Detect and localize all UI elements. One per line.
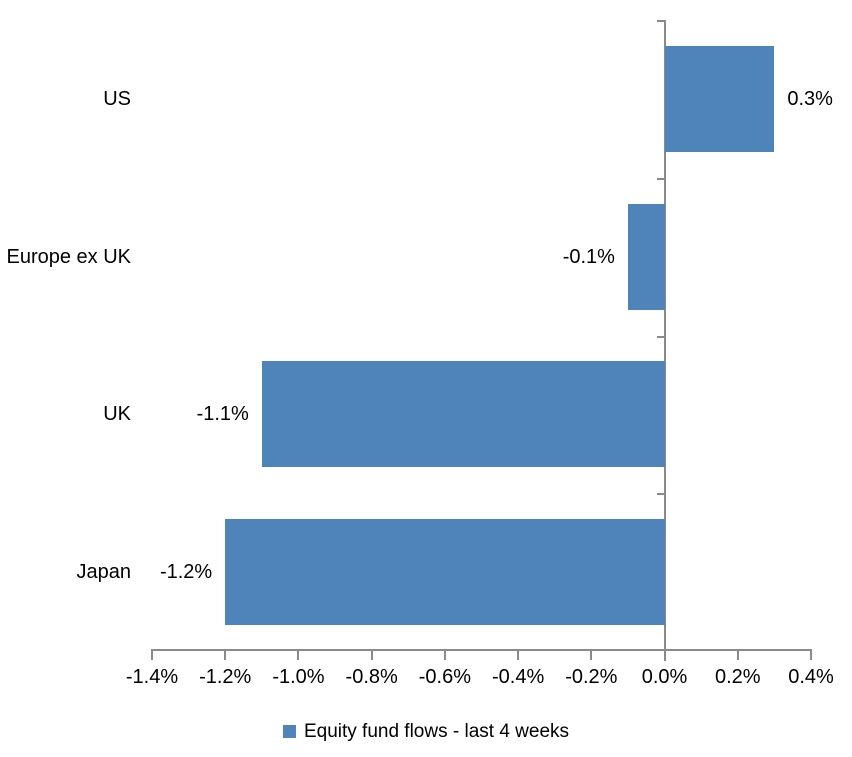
x-axis-tick-label: -0.2%: [565, 666, 618, 688]
x-axis-tick: [810, 649, 812, 660]
x-axis-tick-label: 0.0%: [641, 666, 688, 688]
bar-uk: [261, 361, 665, 468]
x-axis-tick-label: 0.2%: [714, 666, 761, 688]
category-label-japan: Japan: [76, 561, 132, 584]
x-axis-tick: [664, 649, 666, 660]
x-axis-tick-label: -1.0%: [272, 666, 325, 688]
x-axis-line: [151, 649, 812, 651]
x-axis-tick-label: -0.6%: [418, 666, 471, 688]
y-axis-line: [664, 20, 666, 661]
legend-swatch-icon: [282, 725, 296, 738]
legend: Equity fund flows - last 4 weeks: [282, 721, 570, 742]
legend-label: Equity fund flows - last 4 weeks: [303, 721, 570, 742]
category-label-us: US: [103, 87, 131, 110]
x-axis-tick: [297, 649, 299, 660]
y-axis-tick: [657, 493, 665, 495]
x-axis-tick-label: -0.8%: [345, 666, 398, 688]
x-axis-tick: [151, 649, 153, 660]
x-axis-tick: [590, 649, 592, 660]
bar-us: [664, 45, 775, 152]
x-axis-tick-label: 0.4%: [788, 666, 834, 688]
x-axis-tick-label: -1.4%: [125, 666, 179, 688]
bar-japan: [225, 519, 665, 626]
bar-europe-ex-uk: [627, 203, 665, 310]
x-axis-tick: [517, 649, 519, 660]
value-label-us: 0.3%: [787, 87, 833, 110]
y-axis-tick: [657, 20, 665, 22]
category-label-uk: UK: [103, 403, 131, 426]
category-label-europe-ex-uk: Europe ex UK: [6, 245, 131, 268]
value-label-japan: -1.2%: [159, 561, 213, 584]
x-axis-tick: [444, 649, 446, 660]
y-axis-tick: [657, 178, 665, 180]
x-axis-tick-label: -0.4%: [491, 666, 545, 688]
value-label-europe-ex-uk: -0.1%: [562, 245, 615, 268]
x-axis-tick: [737, 649, 739, 660]
x-axis-tick-label: -1.2%: [199, 666, 252, 688]
y-axis-tick: [657, 336, 665, 338]
x-axis-tick: [224, 649, 226, 660]
value-label-uk: -1.1%: [196, 403, 249, 426]
x-axis-tick: [371, 649, 373, 660]
